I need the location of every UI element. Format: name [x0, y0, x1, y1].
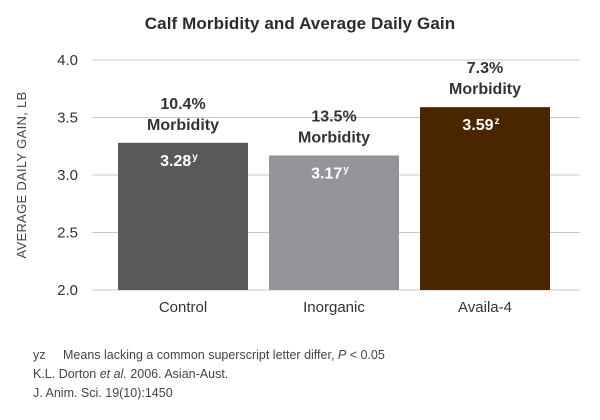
bar-chart: 2.0 2.5 3.0 3.5 4.0 AVERAGE DAILY GAIN, LB 3…	[14, 52, 580, 316]
y-tick-labels: 2.0 2.5 3.0 3.5 4.0	[57, 52, 78, 299]
category-label: Availa-4	[458, 299, 512, 316]
y-tick-label: 2.5	[57, 225, 78, 242]
significance-threshold: < 0.05	[346, 348, 385, 362]
morbidity-percent-label: 7.3%	[467, 60, 503, 77]
y-tick-label: 3.5	[57, 110, 78, 127]
bar-value-label: 3.59z	[462, 116, 499, 134]
y-axis-label: AVERAGE DAILY GAIN, LB	[14, 92, 29, 259]
bar-value: 3.59	[462, 117, 493, 134]
bars	[118, 107, 550, 291]
y-tick-label: 4.0	[57, 52, 78, 69]
morbidity-percent-label: 10.4%	[160, 96, 205, 113]
bar-availa-4	[420, 107, 550, 291]
reference-line-1: K.L. Dorton et al. 2006. Asian-Aust.	[33, 365, 593, 384]
bar-value-label: 3.28y	[160, 152, 198, 170]
reference-etal: et al.	[99, 367, 127, 381]
category-labels: Control Inorganic Availa-4	[159, 299, 512, 316]
reference-line-2: J. Anim. Sci. 19(10):1450	[33, 386, 173, 400]
reference-author: K.L. Dorton	[33, 367, 100, 381]
significance-text: Means lacking a common superscript lette…	[63, 348, 338, 362]
reference-year-journal: 2006. Asian-Aust.	[126, 367, 229, 381]
bar-labels: 3.28y10.4%Morbidity3.17y13.5%Morbidity3.…	[147, 60, 521, 182]
footnotes: yz Means lacking a common superscript let…	[33, 346, 593, 403]
bar-inorganic	[269, 155, 399, 290]
morbidity-word-label: Morbidity	[147, 117, 219, 134]
bar-value-superscript: z	[495, 116, 500, 127]
category-label: Inorganic	[303, 299, 365, 316]
p-symbol: P	[337, 348, 347, 362]
morbidity-word-label: Morbidity	[449, 81, 521, 98]
bar-value-superscript: y	[343, 164, 349, 175]
category-label: Control	[159, 299, 207, 316]
morbidity-word-label: Morbidity	[298, 129, 370, 146]
bar-value: 3.28	[160, 153, 191, 170]
y-tick-label: 2.0	[57, 282, 78, 299]
bar-control	[118, 142, 248, 290]
bar-value: 3.17	[311, 165, 342, 182]
significance-key: yz	[33, 348, 46, 362]
morbidity-percent-label: 13.5%	[311, 108, 356, 125]
bar-value-label: 3.17y	[311, 164, 349, 182]
significance-note: yz Means lacking a common superscript let…	[33, 346, 593, 365]
bar-value-superscript: y	[192, 152, 198, 163]
chart-title: Calf Morbidity and Average Daily Gain	[144, 14, 456, 33]
y-tick-label: 3.0	[57, 167, 78, 184]
